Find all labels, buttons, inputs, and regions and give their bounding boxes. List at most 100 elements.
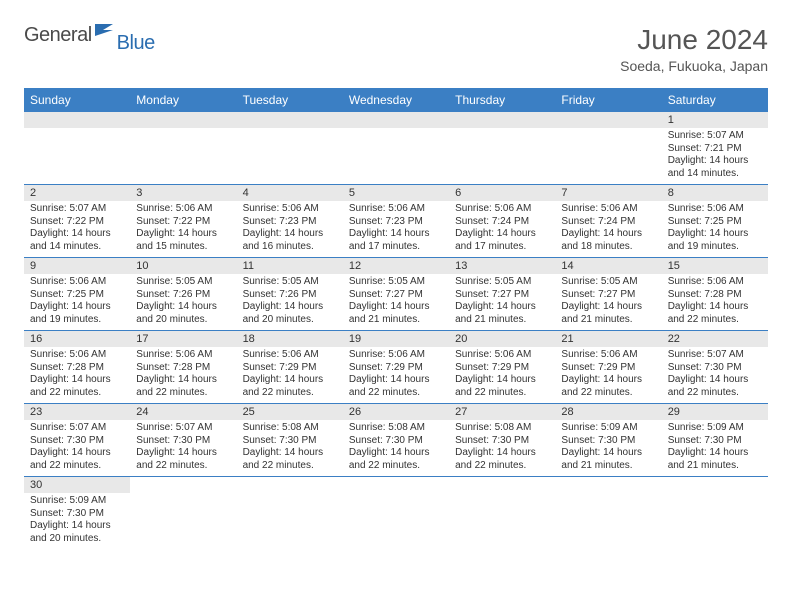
sunset-line: Sunset: 7:25 PM [668, 216, 762, 229]
calendar-cell: 14Sunrise: 5:05 AMSunset: 7:27 PMDayligh… [555, 258, 661, 331]
calendar-cell [130, 112, 236, 185]
sunrise-line: Sunrise: 5:06 AM [136, 203, 230, 216]
calendar-cell: 27Sunrise: 5:08 AMSunset: 7:30 PMDayligh… [449, 404, 555, 477]
calendar-cell [449, 112, 555, 185]
calendar-cell: 4Sunrise: 5:06 AMSunset: 7:23 PMDaylight… [237, 185, 343, 258]
daylight-line: Daylight: 14 hours and 20 minutes. [243, 301, 337, 326]
daylight-line: Daylight: 14 hours and 21 minutes. [561, 301, 655, 326]
day-body: Sunrise: 5:07 AMSunset: 7:30 PMDaylight:… [24, 420, 130, 476]
calendar-week: 23Sunrise: 5:07 AMSunset: 7:30 PMDayligh… [24, 404, 768, 477]
sunrise-line: Sunrise: 5:09 AM [668, 422, 762, 435]
calendar-cell [343, 112, 449, 185]
day-number-empty [555, 112, 661, 128]
sunrise-line: Sunrise: 5:05 AM [349, 276, 443, 289]
sunrise-line: Sunrise: 5:07 AM [668, 349, 762, 362]
day-number: 16 [24, 331, 130, 347]
day-body: Sunrise: 5:06 AMSunset: 7:29 PMDaylight:… [555, 347, 661, 403]
logo-text-blue: Blue [117, 32, 155, 55]
daylight-line: Daylight: 14 hours and 16 minutes. [243, 228, 337, 253]
day-body: Sunrise: 5:08 AMSunset: 7:30 PMDaylight:… [237, 420, 343, 476]
calendar-cell: 11Sunrise: 5:05 AMSunset: 7:26 PMDayligh… [237, 258, 343, 331]
daylight-line: Daylight: 14 hours and 22 minutes. [136, 447, 230, 472]
calendar-cell [662, 477, 768, 550]
day-body: Sunrise: 5:06 AMSunset: 7:24 PMDaylight:… [555, 201, 661, 257]
day-body: Sunrise: 5:07 AMSunset: 7:30 PMDaylight:… [130, 420, 236, 476]
sunset-line: Sunset: 7:30 PM [30, 508, 124, 521]
day-body: Sunrise: 5:09 AMSunset: 7:30 PMDaylight:… [24, 493, 130, 549]
sunset-line: Sunset: 7:23 PM [243, 216, 337, 229]
sunrise-line: Sunrise: 5:06 AM [349, 349, 443, 362]
sunrise-line: Sunrise: 5:06 AM [30, 276, 124, 289]
day-number: 7 [555, 185, 661, 201]
sunrise-line: Sunrise: 5:06 AM [243, 349, 337, 362]
day-number: 11 [237, 258, 343, 274]
daylight-line: Daylight: 14 hours and 22 minutes. [668, 374, 762, 399]
calendar-cell: 22Sunrise: 5:07 AMSunset: 7:30 PMDayligh… [662, 331, 768, 404]
day-number: 24 [130, 404, 236, 420]
sunset-line: Sunset: 7:26 PM [136, 289, 230, 302]
logo: General Blue [24, 24, 155, 47]
sunset-line: Sunset: 7:23 PM [349, 216, 443, 229]
sunset-line: Sunset: 7:30 PM [349, 435, 443, 448]
daylight-line: Daylight: 14 hours and 20 minutes. [136, 301, 230, 326]
day-number: 20 [449, 331, 555, 347]
sunset-line: Sunset: 7:29 PM [349, 362, 443, 375]
calendar-cell: 13Sunrise: 5:05 AMSunset: 7:27 PMDayligh… [449, 258, 555, 331]
sunset-line: Sunset: 7:28 PM [30, 362, 124, 375]
day-number: 3 [130, 185, 236, 201]
day-body: Sunrise: 5:06 AMSunset: 7:23 PMDaylight:… [343, 201, 449, 257]
calendar-cell: 5Sunrise: 5:06 AMSunset: 7:23 PMDaylight… [343, 185, 449, 258]
day-number: 30 [24, 477, 130, 493]
sunrise-line: Sunrise: 5:07 AM [136, 422, 230, 435]
calendar-cell: 8 Sunrise: 5:06 AMSunset: 7:25 PMDaylight… [662, 185, 768, 258]
day-body: Sunrise: 5:06 AMSunset: 7:24 PMDaylight:… [449, 201, 555, 257]
dayname-header: Tuesday [237, 88, 343, 112]
day-number-empty [449, 112, 555, 128]
day-body: Sunrise: 5:06 AMSunset: 7:29 PMDaylight:… [237, 347, 343, 403]
title-block: June 2024 Soeda, Fukuoka, Japan [620, 24, 768, 74]
day-body: Sunrise: 5:06 AMSunset: 7:29 PMDaylight:… [449, 347, 555, 403]
day-number: 25 [237, 404, 343, 420]
calendar-week: 9Sunrise: 5:06 AMSunset: 7:25 PMDaylight… [24, 258, 768, 331]
day-number: 17 [130, 331, 236, 347]
day-number: 19 [343, 331, 449, 347]
daylight-line: Daylight: 14 hours and 14 minutes. [30, 228, 124, 253]
day-body: Sunrise: 5:07 AMSunset: 7:21 PMDaylight:… [662, 128, 768, 184]
dayname-header: Thursday [449, 88, 555, 112]
calendar-week: 2Sunrise: 5:07 AMSunset: 7:22 PMDaylight… [24, 185, 768, 258]
calendar-table: SundayMondayTuesdayWednesdayThursdayFrid… [24, 88, 768, 549]
day-number-empty [24, 112, 130, 128]
day-body: Sunrise: 5:05 AMSunset: 7:27 PMDaylight:… [555, 274, 661, 330]
day-number: 21 [555, 331, 661, 347]
day-body: Sunrise: 5:05 AMSunset: 7:26 PMDaylight:… [237, 274, 343, 330]
calendar-cell [343, 477, 449, 550]
calendar-cell: 9Sunrise: 5:06 AMSunset: 7:25 PMDaylight… [24, 258, 130, 331]
calendar-cell: 7Sunrise: 5:06 AMSunset: 7:24 PMDaylight… [555, 185, 661, 258]
daylight-line: Daylight: 14 hours and 18 minutes. [561, 228, 655, 253]
sunset-line: Sunset: 7:29 PM [243, 362, 337, 375]
dayname-header: Friday [555, 88, 661, 112]
sunset-line: Sunset: 7:30 PM [30, 435, 124, 448]
daylight-line: Daylight: 14 hours and 22 minutes. [349, 374, 443, 399]
day-number: 8 [662, 185, 768, 201]
sunrise-line: Sunrise: 5:09 AM [561, 422, 655, 435]
calendar-cell [130, 477, 236, 550]
daylight-line: Daylight: 14 hours and 19 minutes. [668, 228, 762, 253]
calendar-cell: 20Sunrise: 5:06 AMSunset: 7:29 PMDayligh… [449, 331, 555, 404]
calendar-cell [24, 112, 130, 185]
day-number: 26 [343, 404, 449, 420]
dayname-row: SundayMondayTuesdayWednesdayThursdayFrid… [24, 88, 768, 112]
daylight-line: Daylight: 14 hours and 19 minutes. [30, 301, 124, 326]
daylight-line: Daylight: 14 hours and 22 minutes. [349, 447, 443, 472]
day-body: Sunrise: 5:05 AMSunset: 7:26 PMDaylight:… [130, 274, 236, 330]
sunset-line: Sunset: 7:30 PM [243, 435, 337, 448]
daylight-line: Daylight: 14 hours and 22 minutes. [136, 374, 230, 399]
calendar-cell: 10Sunrise: 5:05 AMSunset: 7:26 PMDayligh… [130, 258, 236, 331]
sunrise-line: Sunrise: 5:07 AM [668, 130, 762, 143]
sunrise-line: Sunrise: 5:06 AM [136, 349, 230, 362]
dayname-header: Saturday [662, 88, 768, 112]
day-number: 23 [24, 404, 130, 420]
sunrise-line: Sunrise: 5:06 AM [668, 203, 762, 216]
calendar-cell [555, 477, 661, 550]
calendar-cell: 15Sunrise: 5:06 AMSunset: 7:28 PMDayligh… [662, 258, 768, 331]
